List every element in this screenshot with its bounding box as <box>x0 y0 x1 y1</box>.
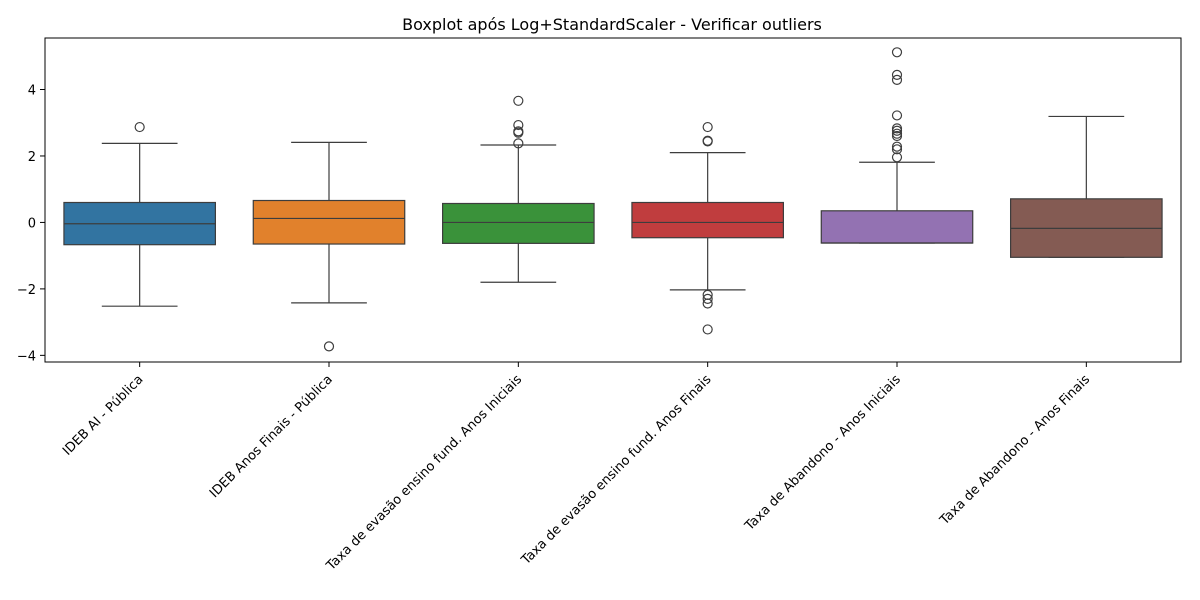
plot-frame <box>44 37 1182 363</box>
outlier-point <box>702 293 713 304</box>
outlier-point <box>891 152 903 163</box>
x-tick-label: IDEB AI - Pública <box>60 372 146 458</box>
y-tick-label: −4 <box>17 349 36 364</box>
outlier-point <box>891 141 903 152</box>
outlier-point <box>891 74 903 85</box>
box <box>820 210 974 244</box>
outlier-point <box>513 95 524 106</box>
y-tick-label: −2 <box>17 283 36 298</box>
outlier-point <box>702 289 713 300</box>
box <box>631 201 785 239</box>
y-tick-label: 4 <box>28 84 36 99</box>
outlier-point <box>891 144 903 155</box>
outlier-point <box>891 110 903 121</box>
outlier-point <box>702 135 713 146</box>
outlier-point <box>702 324 713 335</box>
chart-title: Boxplot após Log+StandardScaler - Verifi… <box>402 15 822 34</box>
outlier-point <box>323 341 335 352</box>
y-tick-label: 2 <box>28 150 36 165</box>
outlier-point <box>513 119 524 131</box>
outlier-point <box>891 123 903 134</box>
box <box>252 199 406 245</box>
outlier-point <box>891 47 903 58</box>
outlier-point <box>891 69 903 80</box>
box <box>442 202 595 244</box>
y-tick-label: 0 <box>28 216 36 231</box>
outlier-point <box>891 128 903 139</box>
x-tick-label: Taxa de Abandono - Anos Iniciais <box>742 372 904 534</box>
outlier-point <box>134 121 145 133</box>
x-tick-label: Taxa de Abandono - Anos Finais <box>937 372 1094 529</box>
x-tick-label: Taxa de evasão ensino fund. Anos Iniciai… <box>323 372 525 574</box>
outlier-point <box>513 138 524 149</box>
x-tick-label: Taxa de evasão ensino fund. Anos Finais <box>518 372 714 568</box>
x-tick-label: IDEB Anos Finais - Pública <box>207 372 336 501</box>
outlier-point <box>513 126 524 137</box>
outlier-point <box>702 121 713 133</box>
